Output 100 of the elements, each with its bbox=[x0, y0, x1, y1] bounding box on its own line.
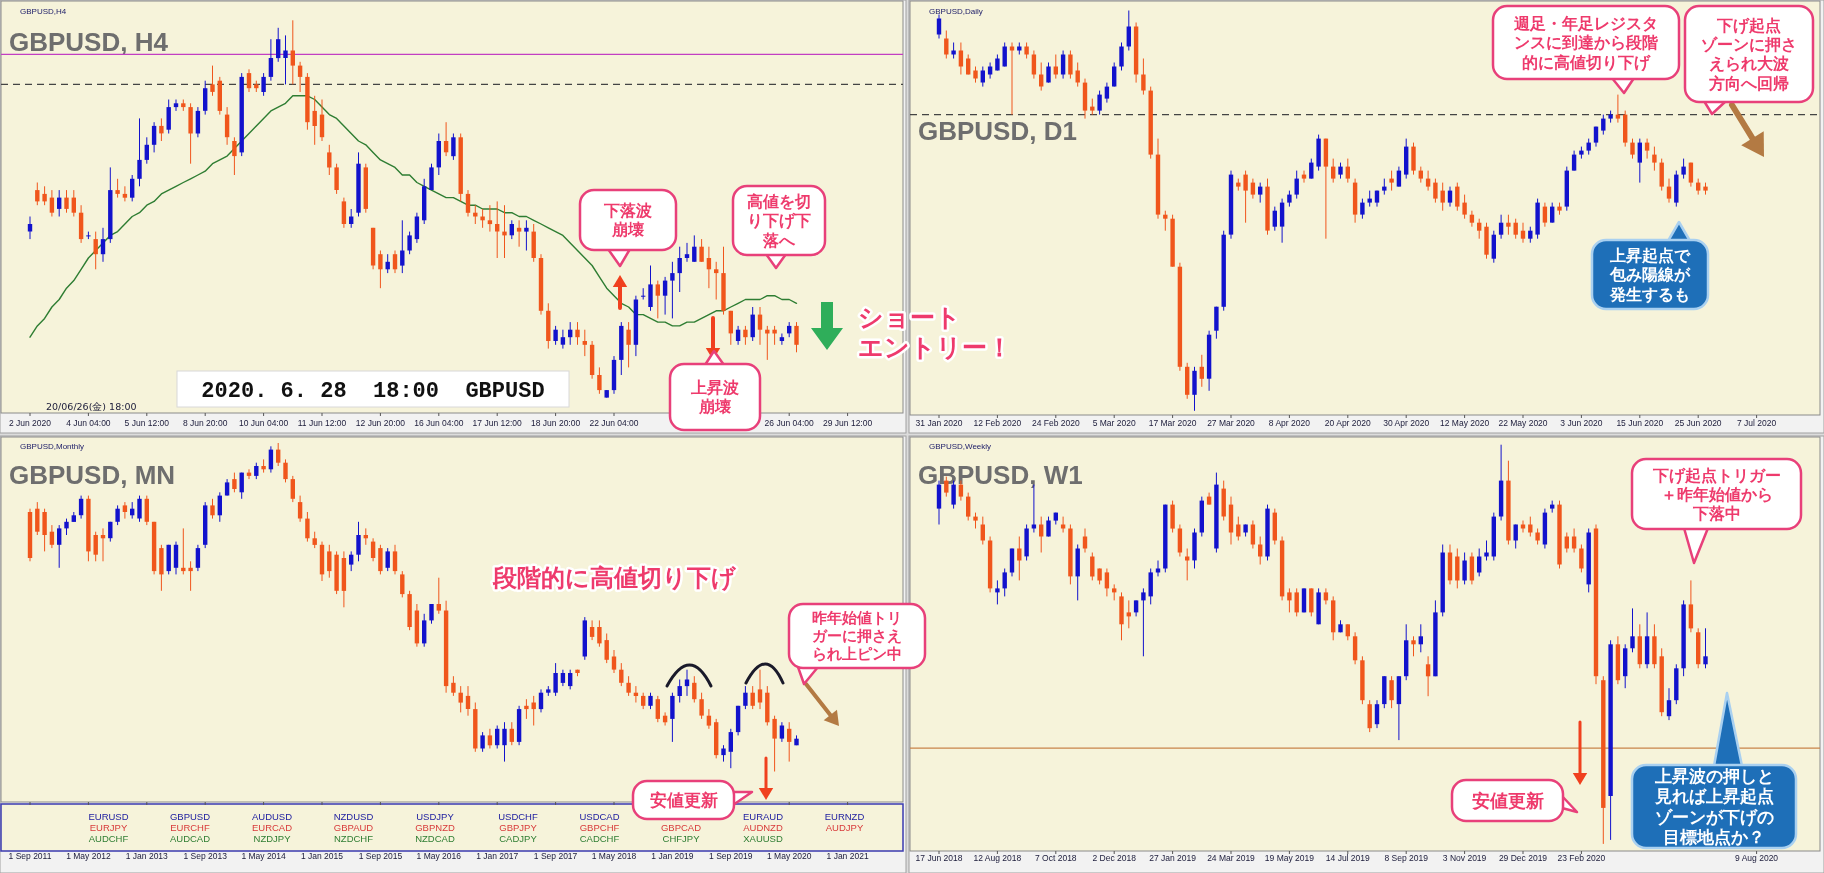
x-tick-label: 31 Jan 2020 bbox=[915, 418, 963, 428]
x-tick-label: 19 May 2019 bbox=[1264, 853, 1315, 863]
text: GBPAUD bbox=[333, 822, 374, 833]
annotation: 段階的に高値切り下げ bbox=[492, 564, 737, 592]
x-tick-label: 1 May 2014 bbox=[241, 851, 287, 861]
text: GBPCAD bbox=[660, 822, 702, 833]
x-tick-label: 7 Jul 2020 bbox=[1736, 418, 1777, 428]
x-tick-label: 1 Jan 2017 bbox=[476, 851, 519, 861]
x-tick-label: 26 Jun 04:00 bbox=[764, 418, 815, 428]
x-tick-label: 22 May 2020 bbox=[1498, 418, 1548, 428]
text: NZDJPY bbox=[253, 832, 292, 844]
annotation: 週足・年足レジスタンスに到達から段階的に高値切り下げ bbox=[1513, 14, 1659, 72]
x-tick-label: 25 Jun 2020 bbox=[1674, 418, 1722, 428]
x-tick-label: 22 Jun 04:00 bbox=[589, 418, 639, 428]
annotation: 安値更新 bbox=[1471, 790, 1544, 811]
annotation: 上昇波崩壊 bbox=[690, 378, 739, 417]
x-tick-label: 1 May 2016 bbox=[416, 851, 462, 861]
chart-subtitle: GBPUSD,Monthly bbox=[20, 442, 85, 451]
text: GBPNZD bbox=[415, 822, 455, 833]
x-tick-label: 12 May 2020 bbox=[1440, 418, 1490, 428]
chart-subtitle: GBPUSD,Weekly bbox=[929, 442, 992, 451]
x-tick-label: 16 Jun 04:00 bbox=[414, 418, 464, 428]
annotation: 高値を切り下げ下落へ bbox=[747, 192, 811, 250]
text: NZDUSD bbox=[333, 810, 374, 822]
x-tick-label: 7 Oct 2018 bbox=[1035, 853, 1077, 863]
text: EURJPY bbox=[89, 822, 128, 833]
x-tick-label: 1 Sep 2017 bbox=[533, 851, 578, 861]
x-tick-label: 1 Sep 2013 bbox=[183, 851, 228, 861]
text: GBPUSD, MN bbox=[9, 460, 176, 490]
chart-subtitle: GBPUSD,Daily bbox=[929, 7, 983, 16]
text: AUDCAD bbox=[169, 832, 211, 844]
x-tick-label: 24 Feb 2020 bbox=[1031, 418, 1080, 428]
text: XAUUSD bbox=[743, 832, 783, 844]
x-tick-label: 17 Jun 2018 bbox=[915, 853, 963, 863]
annotation: 上昇波の押しと見れば上昇起点ゾーンが下げの目標地点か？ bbox=[1653, 766, 1774, 848]
x-tick-label: 18 Jun 20:00 bbox=[531, 418, 581, 428]
text: NZDCAD bbox=[415, 832, 455, 844]
text: 20/06/26(金) 18:00 bbox=[46, 401, 137, 412]
text: AUDCHF bbox=[88, 832, 129, 844]
x-tick-label: 17 Mar 2020 bbox=[1148, 418, 1197, 428]
x-tick-label: 17 Jun 12:00 bbox=[472, 418, 523, 428]
x-tick-label: 2 Jun 2020 bbox=[8, 418, 52, 428]
text: EURUSD bbox=[88, 810, 129, 822]
x-tick-label: 1 Sep 2011 bbox=[8, 851, 52, 861]
x-tick-label: 3 Nov 2019 bbox=[1442, 853, 1487, 863]
text: GBPJPY bbox=[499, 822, 538, 833]
text: GBPCHF bbox=[579, 822, 620, 833]
x-tick-label: 5 Mar 2020 bbox=[1092, 418, 1136, 428]
x-tick-label: 9 Aug 2020 bbox=[1735, 853, 1779, 863]
text: AUDUSD bbox=[251, 810, 293, 822]
x-tick-label: 8 Sep 2019 bbox=[1384, 853, 1429, 863]
x-tick-label: 4 Jun 04:00 bbox=[66, 418, 111, 428]
text: 安値更新 bbox=[649, 790, 718, 811]
x-tick-label: 27 Jan 2019 bbox=[1149, 853, 1197, 863]
text: EURAUD bbox=[742, 810, 784, 822]
chart-subtitle: GBPUSD,H4 bbox=[20, 7, 67, 16]
x-tick-label: 1 Sep 2015 bbox=[358, 851, 403, 861]
text: AUDJPY bbox=[825, 822, 864, 833]
text: AUDNZD bbox=[743, 822, 783, 833]
x-tick-label: 5 Jun 12:00 bbox=[124, 418, 170, 428]
text: GBPUSD, D1 bbox=[918, 116, 1077, 146]
text: USDCHF bbox=[498, 810, 538, 822]
annotation: 下げ起点トリガー＋昨年始値から下落中 bbox=[1651, 465, 1781, 523]
x-tick-label: 12 Jun 20:00 bbox=[355, 418, 406, 428]
x-tick-label: 20 Apr 2020 bbox=[1324, 418, 1371, 428]
chart-title: GBPUSD, H4 bbox=[9, 27, 169, 57]
text: EURCAD bbox=[251, 822, 293, 833]
annotation: 上昇起点で包み陽線が発生するも bbox=[1609, 246, 1691, 304]
x-tick-label: 24 Mar 2019 bbox=[1207, 853, 1256, 863]
text: NZDCHF bbox=[333, 832, 374, 844]
annotation: 下げ起点ゾーンに押さえられ大波方向へ回帰 bbox=[1701, 16, 1797, 93]
x-tick-label: 12 Feb 2020 bbox=[973, 418, 1022, 428]
text: GBPUSD bbox=[169, 810, 211, 822]
x-tick-label: 29 Dec 2019 bbox=[1498, 853, 1548, 863]
annotation: 下落波崩壊 bbox=[603, 201, 652, 240]
x-tick-label: 3 Jun 2020 bbox=[1560, 418, 1603, 428]
x-tick-label: 1 Jan 2021 bbox=[826, 851, 869, 861]
text: USDJPY bbox=[416, 810, 455, 822]
x-tick-label: 15 Jun 2020 bbox=[1616, 418, 1664, 428]
x-tick-label: 2 Dec 2018 bbox=[1092, 853, 1137, 863]
text: EURNZD bbox=[824, 810, 865, 822]
x-tick-label: 1 Sep 2019 bbox=[709, 851, 753, 861]
x-tick-label: 10 Jun 04:00 bbox=[239, 418, 289, 428]
x-tick-label: 1 May 2020 bbox=[766, 851, 812, 861]
x-tick-label: 30 Apr 2020 bbox=[1383, 418, 1430, 428]
x-tick-label: 1 May 2012 bbox=[66, 851, 111, 861]
x-tick-label: 8 Apr 2020 bbox=[1268, 418, 1311, 428]
text: CADJPY bbox=[499, 832, 538, 844]
annotation: 2020. 6. 28 18:00 GBPUSD bbox=[201, 378, 545, 404]
text: GBPUSD, W1 bbox=[918, 460, 1083, 490]
text: CHFJPY bbox=[662, 832, 701, 844]
x-tick-label: 1 May 2018 bbox=[591, 851, 637, 861]
text: EURCHF bbox=[170, 822, 210, 833]
x-tick-label: 1 Jan 2019 bbox=[651, 851, 694, 861]
text: CADCHF bbox=[579, 832, 620, 844]
x-tick-label: 8 Jun 20:00 bbox=[182, 418, 228, 428]
x-tick-label: 11 Jun 12:00 bbox=[297, 418, 347, 428]
x-tick-label: 1 Jan 2013 bbox=[125, 851, 169, 861]
x-tick-label: 29 Jun 12:00 bbox=[823, 418, 873, 428]
x-tick-label: 27 Mar 2020 bbox=[1207, 418, 1256, 428]
